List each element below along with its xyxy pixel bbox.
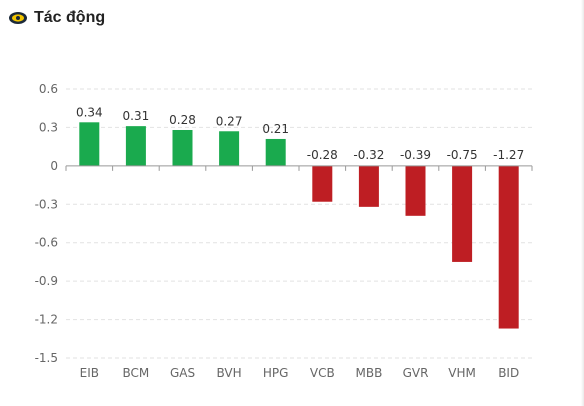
data-label: -0.32 [353, 148, 384, 162]
category-label: GAS [170, 366, 195, 380]
category-labels: EIB BCM GAS BVH HPG VCB MBB GVR VHM BID [80, 366, 520, 380]
y-axis-ticks: 0.6 0.3 0 -0.3 -0.6 -0.9 -1.2 -1.5 [35, 82, 58, 365]
category-label: BVH [217, 366, 242, 380]
panel-edge [581, 0, 584, 406]
y-tick-label: -0.9 [35, 274, 58, 288]
data-label: -1.27 [493, 148, 524, 162]
y-tick-label: -0.3 [35, 197, 58, 211]
data-labels: 0.34 0.31 0.28 0.27 0.21 -0.28 -0.32 -0.39 -0.75… [76, 105, 524, 162]
y-tick-label: 0.3 [39, 120, 58, 134]
bar-mbb [358, 165, 379, 207]
y-tick-label: -1.5 [35, 351, 58, 365]
bars [79, 122, 519, 329]
bar-vhm [452, 165, 473, 262]
category-label: BCM [123, 366, 150, 380]
category-label: GVR [403, 366, 429, 380]
data-label: -0.75 [447, 148, 478, 162]
bar-eib [79, 122, 100, 166]
bar-hpg [265, 138, 286, 166]
impact-eye-icon [9, 12, 27, 24]
bar-bvh [219, 131, 240, 166]
y-tick-label: 0.6 [39, 82, 58, 96]
data-label: -0.28 [307, 148, 338, 162]
y-tick-label: -0.6 [35, 236, 58, 250]
bar-bid [498, 165, 519, 329]
category-label: VCB [310, 366, 335, 380]
bar-gas [172, 129, 193, 166]
data-label: 0.31 [123, 109, 150, 123]
y-tick-label: 0 [50, 159, 58, 173]
chart-header: Tác động [8, 7, 105, 29]
bar-vcb [312, 165, 333, 202]
category-label: HPG [263, 366, 289, 380]
data-label: -0.39 [400, 148, 431, 162]
y-tick-label: -1.2 [35, 313, 58, 327]
category-label: BID [498, 366, 519, 380]
data-label: 0.28 [169, 113, 196, 127]
bar-gvr [405, 165, 426, 216]
category-label: VHM [448, 366, 476, 380]
chart-title: Tác động [34, 9, 106, 26]
data-label: 0.27 [216, 114, 243, 128]
category-label: EIB [80, 366, 99, 380]
grid-lines [66, 88, 532, 359]
data-label: 0.34 [76, 105, 103, 119]
bar-bcm [125, 126, 146, 166]
x-axis [65, 165, 533, 171]
category-label: MBB [355, 366, 382, 380]
data-label: 0.21 [262, 122, 289, 136]
